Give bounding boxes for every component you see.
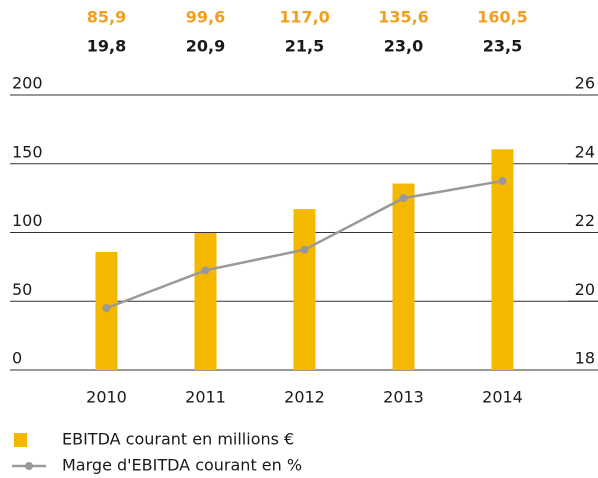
x-tick-label: 2011: [185, 388, 226, 407]
value-label: 23,5: [483, 37, 522, 56]
y-tick-label: 50: [12, 280, 32, 299]
line-point: [399, 194, 408, 203]
value-label: 21,5: [285, 37, 324, 56]
bar: [491, 149, 514, 370]
legend-point: [25, 462, 33, 470]
x-tick-label: 2010: [86, 388, 127, 407]
value-label: 19,8: [87, 37, 126, 56]
line-point: [300, 245, 309, 254]
y-tick-label: 200: [12, 74, 43, 93]
y-tick-label: 0: [12, 349, 22, 368]
line-point: [201, 266, 210, 275]
y-tick-label: 150: [12, 142, 43, 161]
y2-tick-label: 18: [575, 349, 595, 368]
x-tick-label: 2014: [482, 388, 523, 407]
value-label: 160,5: [477, 8, 528, 27]
value-label: 23,0: [384, 37, 423, 56]
legend-label: Marge d'EBITDA courant en %: [62, 456, 302, 475]
value-label: 20,9: [186, 37, 225, 56]
line-point: [498, 176, 507, 185]
legend-swatch: [14, 433, 27, 447]
x-tick-label: 2012: [284, 388, 325, 407]
y2-tick-label: 22: [575, 211, 595, 230]
bar: [194, 233, 217, 370]
y2-tick-label: 20: [575, 280, 595, 299]
value-label: 117,0: [279, 8, 330, 27]
x-tick-label: 2013: [383, 388, 424, 407]
legend-label: EBITDA courant en millions €: [62, 430, 294, 449]
value-label: 135,6: [378, 8, 429, 27]
value-label: 99,6: [186, 8, 225, 27]
line-point: [102, 304, 111, 313]
bar: [392, 183, 415, 370]
y-tick-label: 100: [12, 211, 43, 230]
y2-tick-label: 26: [575, 74, 595, 93]
value-label: 85,9: [87, 8, 126, 27]
bar: [293, 209, 316, 370]
y2-tick-label: 24: [575, 142, 595, 161]
